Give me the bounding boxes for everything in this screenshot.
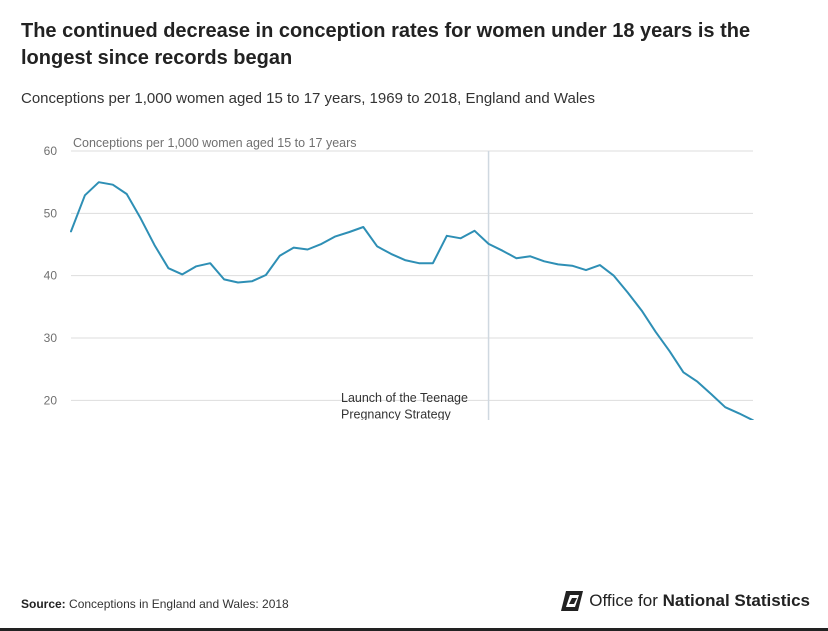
y-tick-label: 30: [44, 331, 58, 345]
bottom-rule: [0, 628, 828, 631]
source-text: Conceptions in England and Wales: 2018: [69, 597, 289, 611]
y-tick-label: 20: [44, 393, 58, 407]
annotation-text: Launch of the Teenage: [341, 391, 468, 405]
line-chart: 0102030405060 19731978198319881993199820…: [44, 136, 754, 421]
ons-logo-text: Office for National Statistics: [589, 591, 810, 611]
y-tick-label: 40: [44, 269, 58, 283]
y-axis-label: Conceptions per 1,000 women aged 15 to 1…: [73, 136, 357, 150]
series-line: [70, 181, 754, 420]
source-note: Source: Conceptions in England and Wales…: [21, 597, 289, 611]
source-label: Source:: [21, 597, 66, 611]
brand-name: National Statistics: [662, 591, 810, 610]
brand-prefix: Office for: [589, 591, 658, 610]
y-tick-label: 50: [44, 206, 58, 220]
chart-title: The continued decrease in conception rat…: [21, 20, 751, 69]
ons-logo: Office for National Statistics: [561, 591, 810, 611]
annotation-text: Pregnancy Strategy: [341, 408, 452, 421]
chart-subtitle: Conceptions per 1,000 women aged 15 to 1…: [21, 90, 596, 107]
y-tick-label: 60: [44, 144, 58, 158]
ons-logo-icon: [561, 591, 584, 611]
